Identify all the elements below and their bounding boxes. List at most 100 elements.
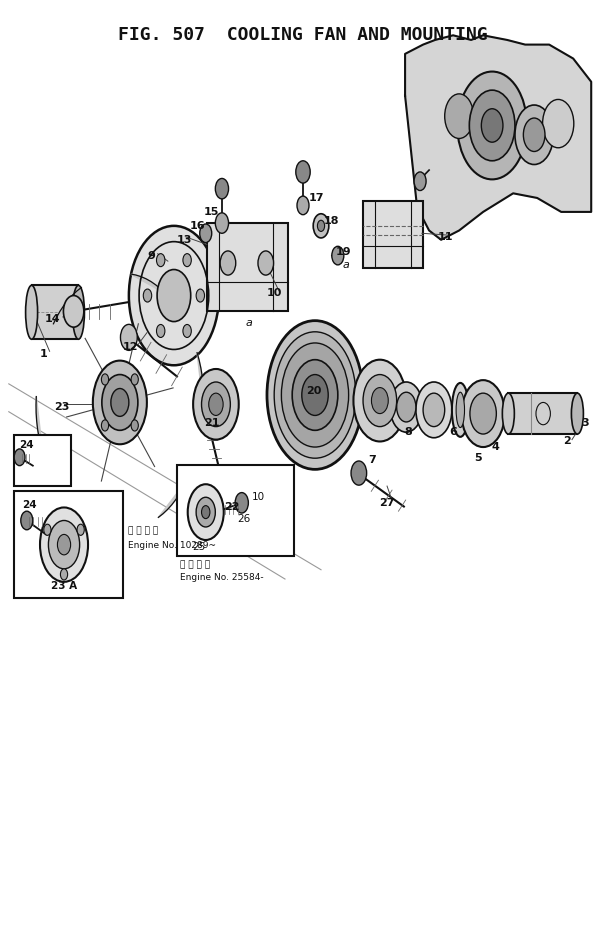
Circle shape: [156, 253, 165, 266]
Circle shape: [188, 484, 224, 540]
Circle shape: [267, 321, 363, 469]
Text: 10: 10: [252, 492, 265, 502]
Bar: [207, 223, 288, 311]
Text: 3: 3: [581, 418, 589, 428]
Circle shape: [102, 375, 138, 430]
Circle shape: [281, 343, 348, 447]
Circle shape: [217, 481, 233, 505]
Text: 13: 13: [176, 235, 192, 245]
Circle shape: [297, 196, 309, 215]
Circle shape: [542, 99, 574, 148]
Circle shape: [101, 420, 108, 431]
Text: a: a: [245, 319, 252, 328]
Text: 9: 9: [148, 251, 156, 261]
Ellipse shape: [452, 383, 468, 437]
Circle shape: [371, 388, 388, 413]
Circle shape: [481, 108, 503, 142]
Circle shape: [93, 361, 147, 444]
Circle shape: [215, 179, 228, 199]
Circle shape: [302, 375, 328, 415]
Circle shape: [220, 251, 236, 275]
Circle shape: [258, 251, 273, 275]
Text: 適 用 号 機: 適 用 号 機: [180, 560, 210, 569]
Circle shape: [390, 382, 422, 432]
Text: 4: 4: [491, 442, 499, 452]
Bar: [177, 465, 294, 555]
Polygon shape: [36, 396, 42, 453]
Bar: [13, 435, 71, 486]
Circle shape: [157, 269, 191, 322]
Circle shape: [48, 521, 79, 568]
Polygon shape: [405, 36, 591, 239]
Circle shape: [215, 213, 228, 233]
Circle shape: [351, 461, 367, 485]
Circle shape: [423, 393, 445, 426]
Text: 23 A: 23 A: [51, 581, 77, 591]
Text: 2: 2: [564, 437, 571, 447]
Circle shape: [44, 525, 51, 536]
Text: 19: 19: [336, 247, 351, 257]
Circle shape: [183, 253, 191, 266]
Circle shape: [196, 497, 215, 527]
Text: 21: 21: [204, 418, 219, 428]
Text: 1: 1: [40, 349, 47, 359]
Circle shape: [58, 535, 71, 554]
Circle shape: [193, 369, 239, 439]
Text: 15: 15: [204, 207, 219, 217]
Polygon shape: [158, 482, 186, 517]
Circle shape: [274, 332, 356, 458]
Text: 17: 17: [308, 193, 324, 203]
Text: 24: 24: [22, 499, 36, 510]
Text: 22: 22: [224, 501, 240, 511]
Circle shape: [353, 360, 406, 441]
Polygon shape: [53, 287, 81, 324]
Circle shape: [208, 393, 223, 415]
Text: a: a: [343, 260, 350, 270]
Circle shape: [235, 493, 248, 513]
Circle shape: [318, 221, 325, 232]
Text: FIG. 507  COOLING FAN AND MOUNTING: FIG. 507 COOLING FAN AND MOUNTING: [118, 26, 488, 44]
Text: 24: 24: [19, 440, 34, 450]
Ellipse shape: [571, 393, 584, 434]
Bar: [13, 491, 123, 597]
Text: 16: 16: [190, 221, 205, 231]
Circle shape: [462, 381, 505, 447]
Text: Engine No. 25584-: Engine No. 25584-: [180, 572, 264, 582]
Circle shape: [332, 246, 344, 265]
Circle shape: [414, 172, 426, 191]
Text: 27: 27: [379, 497, 395, 508]
Ellipse shape: [456, 392, 465, 427]
Ellipse shape: [25, 285, 38, 339]
Circle shape: [202, 382, 230, 426]
Circle shape: [14, 449, 25, 466]
Bar: [508, 393, 578, 434]
Circle shape: [202, 506, 210, 519]
Circle shape: [61, 568, 68, 580]
Polygon shape: [75, 511, 109, 531]
Text: 10: 10: [267, 288, 282, 297]
Circle shape: [397, 392, 416, 422]
Circle shape: [469, 90, 515, 161]
Text: 8: 8: [404, 427, 412, 438]
Text: 5: 5: [474, 453, 482, 463]
Text: 20: 20: [306, 386, 322, 396]
Circle shape: [111, 389, 129, 416]
Text: Engine No. 10289~: Engine No. 10289~: [128, 541, 216, 550]
Circle shape: [313, 214, 329, 237]
Circle shape: [515, 105, 553, 165]
Text: 14: 14: [44, 314, 60, 324]
Text: 7: 7: [368, 455, 376, 465]
Circle shape: [363, 375, 397, 426]
Circle shape: [200, 224, 211, 242]
Circle shape: [21, 511, 33, 530]
Text: 23: 23: [54, 402, 69, 412]
Circle shape: [524, 118, 545, 151]
Circle shape: [183, 324, 191, 338]
Circle shape: [196, 289, 205, 302]
Text: 26: 26: [237, 513, 250, 524]
Circle shape: [121, 324, 138, 351]
Text: 25: 25: [192, 541, 205, 552]
Text: 11: 11: [438, 232, 454, 242]
Circle shape: [40, 508, 88, 582]
Circle shape: [296, 161, 310, 183]
